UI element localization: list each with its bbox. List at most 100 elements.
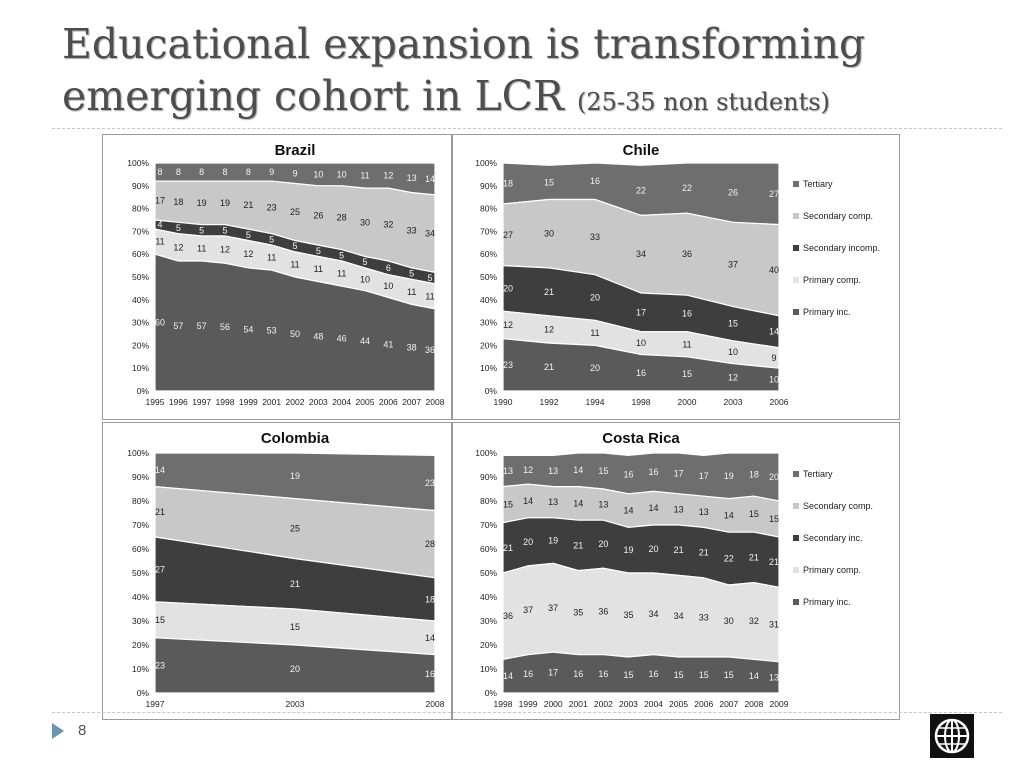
data-label: 16 [425, 669, 435, 679]
x-tick-label: 1990 [494, 397, 513, 407]
data-label: 20 [649, 544, 659, 554]
data-label: 36 [503, 611, 513, 621]
y-tick-label: 30% [480, 318, 497, 328]
data-label: 20 [523, 537, 533, 547]
data-label: 19 [290, 471, 300, 481]
data-label: 14 [155, 465, 165, 475]
data-label: 12 [173, 242, 183, 252]
data-label: 14 [573, 498, 583, 508]
data-label: 12 [503, 320, 513, 330]
x-tick-label: 1998 [494, 699, 513, 709]
data-label: 21 [573, 540, 583, 550]
x-tick-label: 2000 [678, 397, 697, 407]
y-tick-label: 100% [475, 158, 497, 168]
chart-svg: Brazil 0% 10% 20% 30% 40% 50% 60% 70% 80% 90% 100% 6… [127, 142, 444, 407]
legend-swatch [793, 535, 799, 541]
area-primary-inc [502, 337, 780, 392]
x-tick-label: 2006 [770, 397, 789, 407]
data-label: 12 [243, 249, 253, 259]
y-tick-label: 80% [480, 204, 497, 214]
data-label: 21 [544, 287, 554, 297]
y-tick-label: 0% [485, 688, 498, 698]
y-tick-label: 90% [132, 181, 149, 191]
x-tick-label: 2008 [426, 699, 445, 709]
data-label: 15 [290, 622, 300, 632]
data-label: 32 [383, 220, 393, 230]
data-label: 11 [314, 264, 323, 274]
data-label: 33 [590, 232, 600, 242]
data-label: 28 [425, 539, 435, 549]
legend-swatch [793, 277, 799, 283]
data-label: 12 [728, 372, 738, 382]
data-label: 36 [682, 249, 692, 259]
data-label: 20 [290, 664, 300, 674]
data-label: 37 [728, 259, 738, 269]
y-tick-label: 100% [127, 448, 149, 458]
data-label: 9 [292, 168, 297, 178]
data-label: 15 [682, 369, 692, 379]
data-label: 17 [636, 307, 646, 317]
legend-swatch [793, 567, 799, 573]
data-label: 35 [573, 608, 583, 618]
data-label: 16 [636, 368, 646, 378]
x-tick-label: 1998 [216, 397, 235, 407]
data-label: 13 [598, 500, 608, 510]
data-label: 28 [337, 213, 347, 223]
chart-title: Chile [623, 142, 660, 159]
data-label: 14 [749, 671, 759, 681]
y-tick-label: 50% [480, 568, 497, 578]
y-tick-label: 20% [480, 340, 497, 350]
data-label: 50 [290, 329, 300, 339]
footer-divider [52, 712, 1002, 713]
legend-swatch [793, 245, 799, 251]
legend-label: Secondary incomp. [803, 243, 880, 253]
chart-svg: Colombia 0% 10% 20% 30% 40% 50% 60% 70% 80% 90% 100… [127, 430, 445, 709]
data-label: 40 [769, 265, 779, 275]
x-tick-label: 2000 [544, 699, 563, 709]
data-label: 19 [220, 198, 230, 208]
data-label: 5 [316, 246, 321, 256]
data-label: 10 [313, 169, 323, 179]
legend-label: Primary inc. [803, 307, 851, 317]
data-label: 14 [623, 506, 633, 516]
data-label: 15 [769, 514, 779, 524]
y-tick-label: 50% [132, 568, 149, 578]
data-label: 11 [155, 237, 164, 247]
area-primary-inc [502, 651, 780, 694]
data-label: 15 [749, 509, 759, 519]
data-label: 5 [427, 273, 432, 283]
data-label: 10 [383, 281, 393, 291]
data-label: 26 [728, 188, 738, 198]
data-label: 15 [699, 670, 709, 680]
data-label: 34 [425, 229, 435, 239]
data-label: 11 [407, 287, 416, 297]
y-tick-label: 20% [480, 640, 497, 650]
y-tick-label: 70% [480, 520, 497, 530]
data-label: 11 [290, 259, 299, 269]
data-label: 14 [523, 496, 533, 506]
legend-label: Secondary comp. [803, 211, 873, 221]
data-label: 19 [623, 545, 633, 555]
data-label: 9 [771, 353, 776, 363]
chart-svg: Chile 0% 10% 20% 30% 40% 50% 60% 70% 80% 90% 100% 23… [475, 142, 880, 407]
y-tick-label: 50% [132, 272, 149, 282]
nav-arrow-icon [52, 723, 64, 739]
x-tick-label: 2006 [379, 397, 398, 407]
x-tick-label: 1999 [519, 699, 538, 709]
y-tick-label: 10% [132, 363, 149, 373]
data-label: 21 [243, 200, 253, 210]
data-label: 11 [337, 269, 346, 279]
data-label: 11 [360, 171, 369, 181]
chart-svg: Costa Rica 0% 10% 20% 30% 40% 50% 60% 70% 80% 90% 1… [475, 430, 873, 709]
data-label: 34 [636, 249, 646, 259]
y-tick-label: 40% [132, 592, 149, 602]
data-label: 10 [769, 375, 779, 385]
data-label: 8 [222, 167, 227, 177]
chart-chile-panel: Chile 0% 10% 20% 30% 40% 50% 60% 70% 80% 90% 100% 23… [452, 134, 900, 420]
data-label: 22 [724, 554, 734, 564]
legend-label: Primary comp. [803, 275, 861, 285]
data-label: 8 [199, 167, 204, 177]
x-tick-label: 1996 [169, 397, 188, 407]
data-label: 37 [523, 605, 533, 615]
data-label: 5 [409, 269, 414, 279]
